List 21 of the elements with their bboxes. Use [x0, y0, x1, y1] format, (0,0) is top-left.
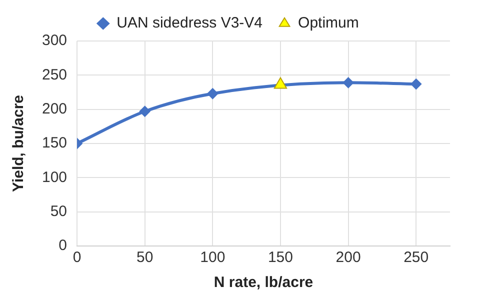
x-tick-label: 200 — [336, 249, 361, 266]
x-tick-label: 100 — [200, 249, 226, 266]
x-tick-label: 0 — [72, 249, 82, 266]
x-tick-label: 50 — [136, 249, 154, 266]
x-tick-label: 150 — [268, 249, 293, 266]
legend-label: UAN sidedress V3-V4 — [116, 14, 263, 32]
y-axis-title: Yield, bu/acre — [10, 95, 28, 192]
y-tick-label: 100 — [42, 168, 68, 186]
x-axis-title: N rate, lb/acre — [214, 274, 314, 292]
y-tick-label: 200 — [42, 100, 68, 118]
y-tick-label: 300 — [42, 32, 68, 50]
point — [410, 78, 422, 90]
y-tick-label: 50 — [50, 202, 68, 220]
legend-label: Optimum — [298, 14, 359, 32]
y-tick-label: 0 — [58, 237, 68, 254]
point — [139, 106, 150, 117]
y-tick-label: 250 — [42, 66, 68, 84]
point — [207, 88, 218, 100]
x-tick-label: 250 — [404, 249, 429, 266]
point — [342, 77, 354, 88]
y-tick-label: 150 — [42, 134, 68, 152]
